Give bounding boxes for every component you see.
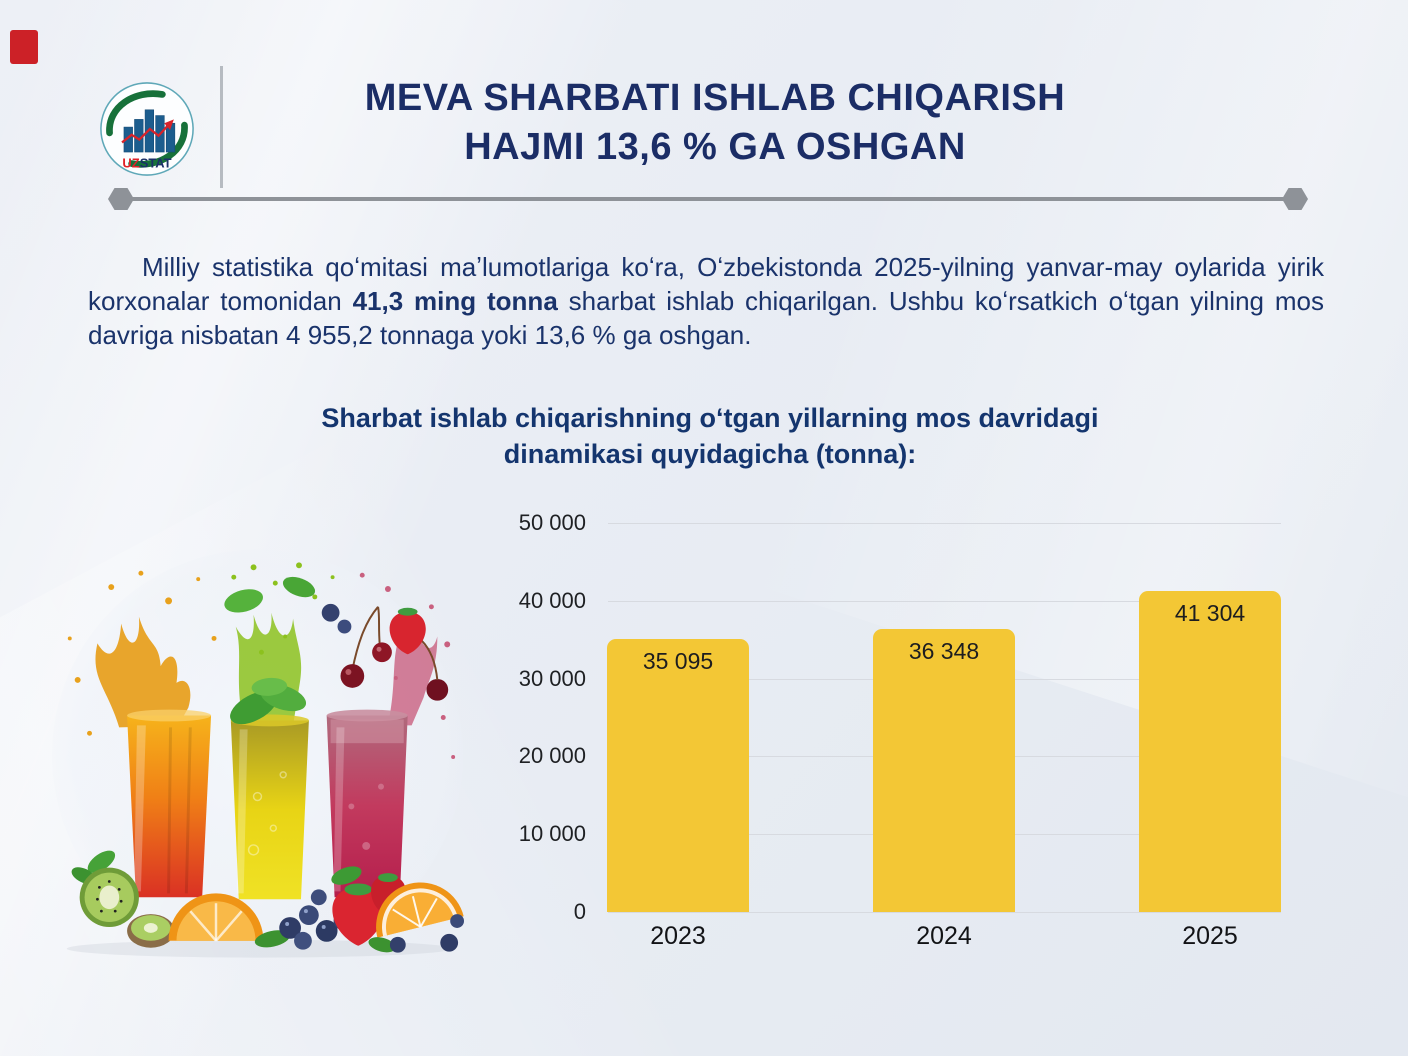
x-axis-label: 2024: [916, 922, 972, 950]
y-axis-label: 20 000: [518, 743, 586, 769]
y-axis-label: 50 000: [518, 510, 586, 535]
uzstat-logo-icon: UZSTAT: [100, 82, 194, 176]
intro-text-before: Milliy statistika qoʻmitasi maʼlumotlari…: [88, 252, 1324, 316]
page-title-line1: MEVA SHARBATI ISHLAB CHIQARISH: [364, 77, 1066, 119]
gridline: [608, 912, 1281, 913]
hexagon-endcap-right: [1282, 188, 1308, 210]
gridline: [608, 523, 1281, 524]
x-axis-label: 2025: [1182, 922, 1238, 950]
y-axis-label: 0: [573, 899, 586, 924]
gridline: [608, 600, 1281, 602]
divider-rule: [120, 197, 1296, 201]
page-title: MEVA SHARBATI ISHLAB CHIQARISH HAJMI 13,…: [255, 74, 1175, 172]
uzstat-logo: UZSTAT: [99, 80, 195, 178]
bar-2023: [607, 638, 749, 912]
uzstat-logo-text: UZSTAT: [122, 155, 171, 170]
page-title-line2: HAJMI 13,6 % GA OSHGAN: [464, 126, 966, 168]
intro-paragraph: Milliy statistika qoʻmitasi maʼlumotlari…: [88, 250, 1324, 352]
y-axis-label: 40 000: [518, 587, 586, 613]
y-axis-label: 10 000: [518, 821, 586, 847]
bar-value-label: 41 304: [1174, 599, 1246, 626]
x-axis-label: 2023: [650, 922, 706, 950]
corner-accent: [10, 30, 38, 64]
y-axis-label: 30 000: [518, 665, 586, 691]
chart-title-line2: dinamikasi quyidagicha (tonna):: [503, 439, 917, 469]
hexagon-endcap-left: [108, 188, 134, 210]
logo-uz-text: UZ: [122, 155, 139, 170]
bar-value-label: 35 095: [642, 647, 714, 674]
logo-divider: [220, 66, 223, 188]
bar-value-label: 36 348: [908, 638, 980, 665]
chart-title: Sharbat ishlab chiqarishning oʻtgan yill…: [250, 400, 1170, 472]
fruit-juice-illustration: [50, 548, 465, 966]
bar-2025: [1139, 590, 1281, 912]
intro-highlight: 41,3 ming tonna: [352, 286, 558, 316]
intro-text-after: sharbat ishlab chiqarilgan. Ushbu koʻrsa…: [88, 286, 1324, 350]
bar-2024: [873, 629, 1015, 912]
chart-title-line1: Sharbat ishlab chiqarishning oʻtgan yill…: [321, 403, 1099, 433]
logo-stat-text: STAT: [140, 155, 172, 170]
